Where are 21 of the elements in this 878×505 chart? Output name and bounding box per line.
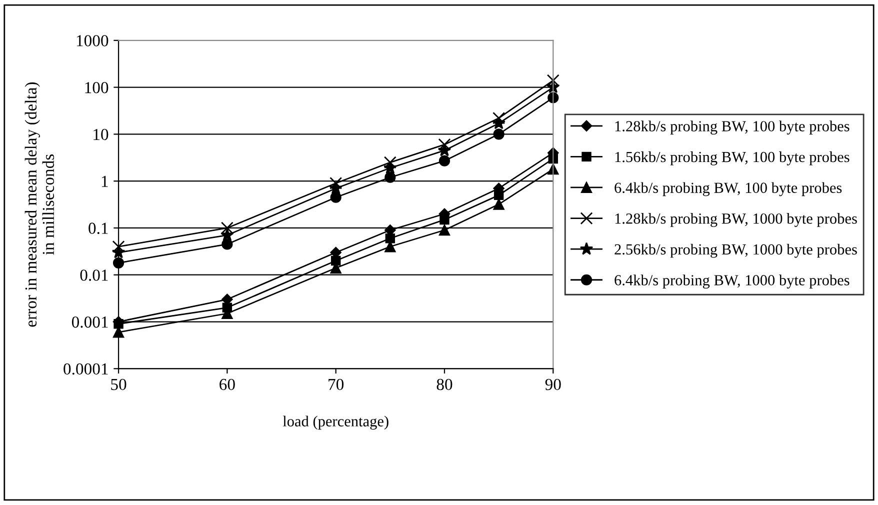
y-tick-label: 0.001: [72, 316, 108, 328]
legend-label: 6.4kb/s probing BW, 1000 byte probes: [614, 274, 850, 289]
legend-label: 1.28kb/s probing BW, 100 byte probes: [615, 120, 850, 135]
y-tick-label: 1000: [76, 35, 108, 46]
y-tick-label: 1: [102, 176, 108, 187]
x-axis-title: load (percentage): [282, 416, 388, 430]
legend-label: 1.28kb/s probing BW, 1000 byte probes: [615, 213, 857, 227]
x-tick-label: 50: [111, 378, 126, 390]
y-tick-label: 0.1: [88, 222, 108, 234]
y-axis-title: error in measured mean delay (delta) in milliseconds: [24, 82, 54, 327]
legend-label: 2.56kb/s probing BW, 1000 byte probes: [614, 244, 857, 258]
legend-label: 6.4kb/s probing BW, 100 byte probes: [614, 182, 842, 196]
x-tick-label: 70: [328, 378, 344, 390]
x-tick-label: 80: [436, 378, 452, 390]
y-tick-label: 100: [85, 82, 108, 94]
x-tick-label: 90: [545, 378, 561, 390]
legend-label: 1.56kb/s probing BW, 100 byte probes: [615, 151, 850, 166]
x-tick-label: 60: [220, 378, 235, 390]
y-tick-label: 10: [94, 128, 108, 140]
y-tick-label: 0.01: [80, 270, 108, 281]
y-tick-label: 0.0001: [64, 363, 108, 375]
